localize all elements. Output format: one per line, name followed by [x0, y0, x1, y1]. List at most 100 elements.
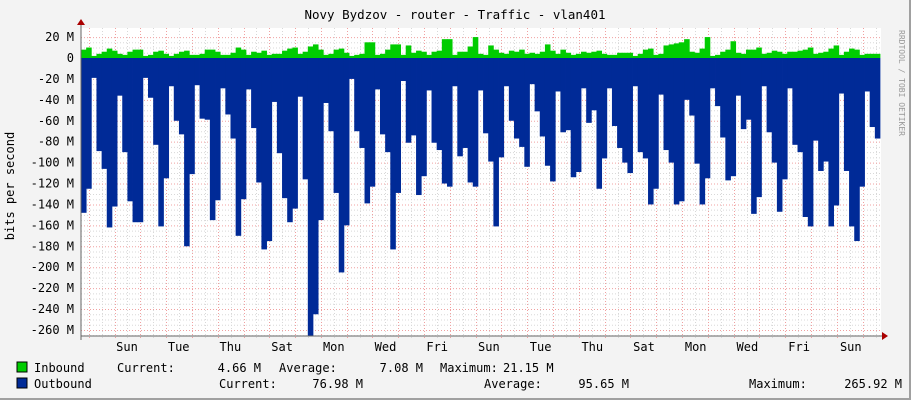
outbound-bar [276, 58, 283, 154]
inbound-bar [735, 52, 742, 58]
inbound-bar [441, 39, 448, 58]
x-tick-label: Tue [168, 340, 190, 354]
inbound-bar [235, 47, 242, 58]
outbound-bar [838, 58, 845, 94]
outbound-bar [379, 58, 386, 135]
inbound-bar [771, 50, 778, 58]
y-tick-label: -160 M [31, 218, 74, 232]
inbound-bar [653, 54, 659, 58]
outbound-bar [390, 58, 396, 250]
outbound-bar [807, 58, 814, 227]
outbound-bar [472, 58, 479, 187]
outbound-bar [436, 58, 443, 151]
outbound-bar [725, 58, 731, 181]
outbound-label: Outbound [34, 377, 92, 391]
outbound-bar [797, 58, 804, 153]
outbound-bar [86, 58, 92, 189]
outbound-bar [570, 58, 577, 178]
inbound-bar [349, 55, 355, 58]
x-tick-label: Wed [375, 340, 397, 354]
inbound-bar [761, 53, 767, 58]
inbound-label: Inbound [34, 361, 85, 375]
inbound-bar [168, 55, 175, 58]
outbound-bar [148, 58, 154, 98]
inbound-bar [611, 54, 618, 58]
inbound-bar [524, 53, 530, 58]
inbound-bar [555, 53, 561, 58]
outbound-bar [338, 58, 345, 273]
inbound-bar [307, 46, 314, 58]
inbound-bar [436, 50, 443, 58]
outbound-bar [374, 58, 381, 90]
outbound-bar [663, 58, 670, 151]
inbound-bar [658, 53, 664, 58]
inbound-bar [385, 49, 391, 58]
inbound-bar [586, 52, 592, 58]
inbound-bar [271, 53, 278, 58]
inbound-bar [328, 53, 334, 58]
outbound-bar [245, 58, 252, 90]
outbound-bar [441, 58, 448, 184]
inbound-bar [240, 49, 247, 58]
outbound-bar [606, 58, 613, 89]
inbound-bar [544, 44, 551, 58]
outbound-bar [395, 58, 401, 193]
inbound-bar [622, 52, 628, 58]
inbound-bar [256, 52, 262, 58]
inbound-bar [560, 49, 566, 58]
inbound-bar [859, 54, 865, 58]
outbound-bar [467, 58, 474, 183]
inbound-bar [782, 53, 788, 58]
inbound-bar [601, 53, 608, 58]
outbound-bar [632, 58, 639, 87]
inbound-bar [209, 49, 216, 58]
outbound-bar [256, 58, 262, 183]
outbound-bar [457, 58, 463, 157]
outbound-bar [364, 58, 371, 204]
outbound-bar [596, 58, 603, 189]
inbound-bar [797, 50, 804, 58]
outbound-bar [209, 58, 216, 221]
inbound-bar [374, 54, 381, 58]
outbound-bar [766, 58, 773, 133]
inbound-bar [81, 49, 87, 58]
y-axis-label: bits per second [3, 132, 17, 240]
outbound-bar [699, 58, 706, 205]
x-tick-label: Mon [323, 340, 345, 354]
inbound-maximum: 21.15 M [503, 361, 554, 375]
outbound-bar [220, 58, 226, 89]
outbound-bar [184, 58, 190, 247]
outbound-bar [498, 58, 505, 158]
outbound-bar [555, 58, 561, 92]
inbound-bar [416, 50, 422, 58]
outbound-bar [333, 58, 340, 193]
outbound-bar [153, 58, 159, 145]
inbound-bar [276, 53, 283, 58]
outbound-bar [199, 58, 206, 119]
outbound-bar [611, 58, 618, 126]
outbound-bar [678, 58, 685, 202]
inbound-bar [338, 48, 345, 58]
inbound-bar [106, 48, 113, 58]
x-tick-label: Tue [530, 340, 552, 354]
y-tick-label: -40 M [38, 93, 74, 107]
outbound-average-label: Average: [484, 377, 542, 391]
y-tick-label: -20 M [38, 72, 74, 86]
outbound-bar [859, 58, 865, 187]
outbound-bar [117, 58, 123, 96]
inbound-bar [730, 41, 737, 58]
y-axis-arrow-icon [77, 19, 85, 25]
outbound-bar [261, 58, 267, 250]
outbound-bar [240, 58, 247, 200]
inbound-bar [787, 51, 793, 58]
inbound-bar [828, 48, 834, 58]
outbound-bar [854, 58, 860, 242]
outbound-bar [591, 58, 597, 111]
outbound-bar [307, 58, 314, 337]
inbound-bar [849, 48, 855, 58]
outbound-bar [81, 58, 87, 213]
inbound-bar [606, 54, 613, 58]
outbound-bar [421, 58, 427, 177]
outbound-bar [173, 58, 180, 121]
outbound-bar [637, 58, 644, 153]
